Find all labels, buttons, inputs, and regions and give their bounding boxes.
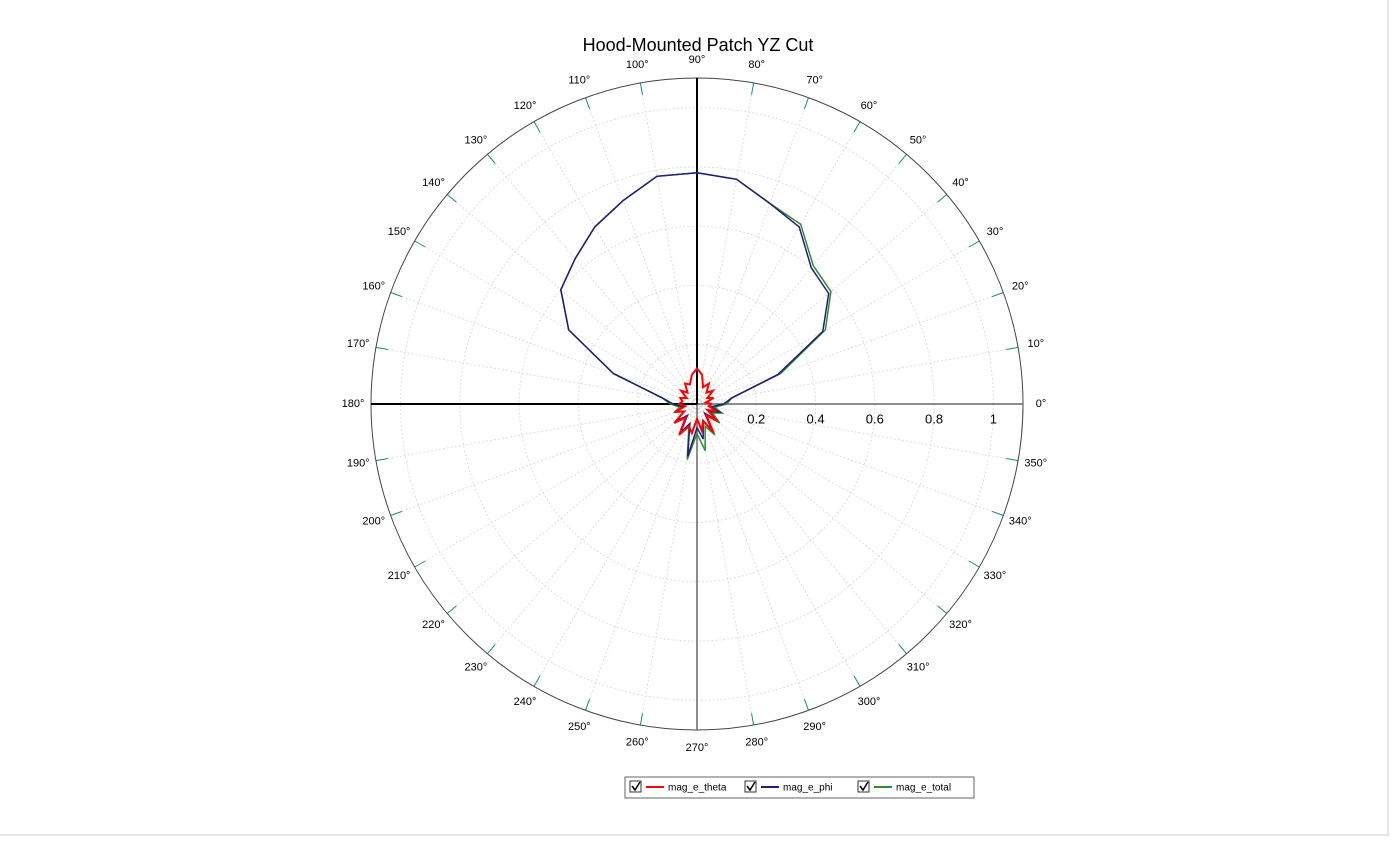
legend-label: mag_e_total [896,783,951,794]
angle-label: 160° [362,280,385,292]
angle-label: 130° [464,134,487,146]
angle-tick [937,605,948,614]
angle-tick [898,644,907,655]
angle-label: 110° [568,75,590,87]
angle-tick [390,292,403,298]
legend-checkbox[interactable] [744,780,757,793]
angle-tick [446,194,457,203]
angle-tick [1006,458,1019,462]
angle-label: 140° [422,177,445,189]
angle-tick [533,675,541,687]
series-line [560,172,832,460]
angle-label: 60° [861,100,878,112]
legend-checkbox[interactable] [629,780,642,793]
angle-tick [533,121,541,133]
chart-title: Hood-Mounted Patch YZ Cut [583,35,814,55]
angle-tick [446,605,457,614]
angle-tick [487,644,496,655]
angle-tick [414,240,426,248]
angle-tick [853,675,861,687]
angle-label: 310° [907,661,930,673]
angle-tick [751,82,755,95]
angle-label: 50° [910,134,927,146]
angle-label: 40° [952,177,969,189]
angle-tick [375,458,388,462]
angle-tick [414,560,426,568]
angle-label: 210° [388,570,411,582]
angle-label: 120° [514,100,537,112]
angle-label: 100° [626,59,649,71]
checkmark [631,781,641,792]
angle-tick [991,510,1004,516]
angle-tick [585,97,591,110]
angle-tick [639,713,643,726]
r-tick-label: 1 [990,411,997,426]
angle-label: 190° [347,458,370,470]
series-line [673,366,719,436]
angle-label: 80° [748,59,765,71]
angle-tick [803,698,809,711]
angle-label: 180° [342,398,365,410]
angle-label: 270° [686,742,709,754]
angle-label: 330° [984,570,1007,582]
angle-label: 250° [568,721,591,733]
legend-label: mag_e_theta [668,783,727,794]
angle-tick [853,121,861,133]
angle-tick [968,560,980,568]
legend-label: mag_e_phi [783,783,832,794]
angle-label: 0° [1036,398,1047,410]
angle-tick [585,698,591,711]
angle-tick [803,97,809,110]
angle-label: 280° [745,737,768,749]
angle-label: 300° [858,696,881,708]
angle-label: 20° [1012,280,1029,292]
angle-label: 350° [1024,458,1047,470]
angle-label: 10° [1027,338,1044,350]
r-tick-label: 0.4 [807,411,825,426]
r-tick-label: 0.8 [925,411,943,426]
angle-tick [968,240,980,248]
r-tick-label: 0.2 [747,411,765,426]
angle-tick [639,82,643,95]
legend: mag_e_theta mag_e_phi mag_e_total [624,776,975,799]
angle-label: 70° [806,75,823,87]
angle-label: 230° [464,661,487,673]
angle-label: 30° [987,226,1004,238]
checkmark [859,781,869,792]
angle-tick [487,153,496,164]
angle-label: 240° [514,696,537,708]
legend-box [624,776,975,799]
legend-checkbox[interactable] [857,780,870,793]
angle-label: 200° [362,516,385,528]
angle-tick [375,346,388,350]
checkmark [746,781,756,792]
angle-tick [898,153,907,164]
angle-tick [937,194,948,203]
angle-label: 260° [626,737,649,749]
angle-label: 290° [803,721,826,733]
angle-label: 170° [347,338,370,350]
angle-tick [390,510,403,516]
angle-label: 340° [1009,516,1032,528]
angle-label: 150° [388,226,411,238]
r-tick-label: 0.6 [866,411,884,426]
angle-label: 220° [422,619,445,631]
angle-label: 90° [689,54,706,66]
angle-tick [991,292,1004,298]
angle-tick [751,713,755,726]
angle-label: 320° [949,619,972,631]
angle-tick [1006,346,1019,350]
